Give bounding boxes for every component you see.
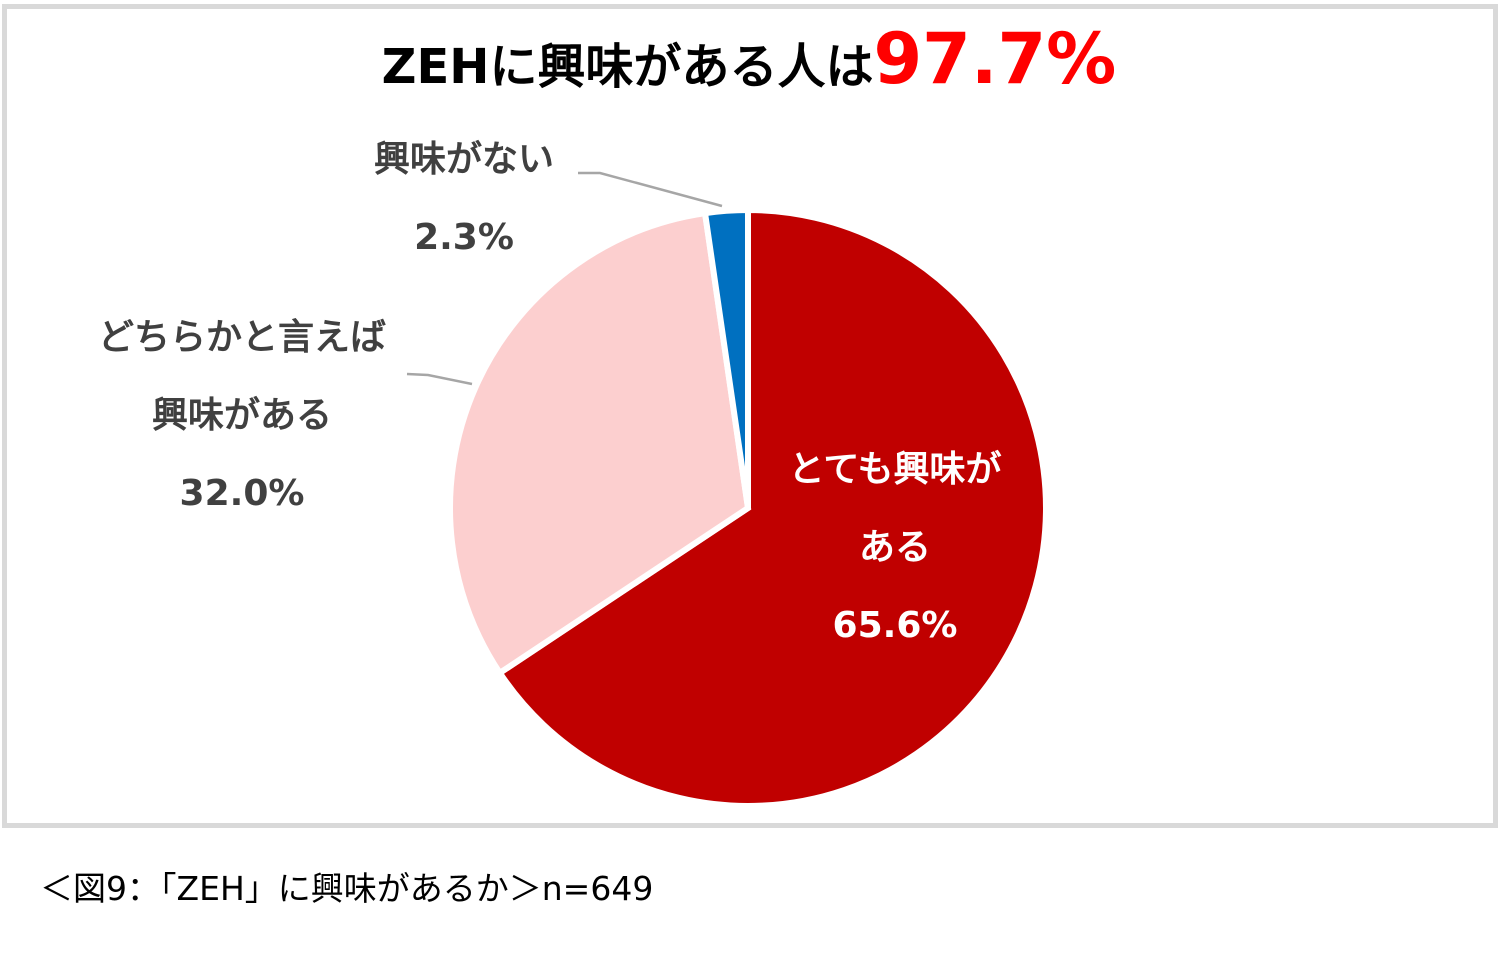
chart-title: ZEHに興味がある人は97.7% bbox=[0, 18, 1498, 100]
slice-name-label-2: 興味がある bbox=[152, 395, 332, 436]
leader-line-3 bbox=[578, 171, 723, 208]
slice-value-label-3: 2.3% bbox=[414, 217, 514, 258]
slice-name-label-1: とても興味が bbox=[788, 449, 1001, 490]
pie-slice-2 bbox=[447, 209, 752, 678]
chart-title-highlight: 97.7% bbox=[873, 18, 1117, 100]
slice-name-label-2: どちらかと言えば bbox=[98, 317, 386, 358]
slice-name-label-1: ある bbox=[859, 527, 931, 568]
pie-slice-3 bbox=[701, 206, 751, 509]
slice-value-label-2: 32.0% bbox=[180, 473, 305, 514]
slice-value-label-1: 65.6% bbox=[833, 605, 958, 646]
leader-line-2 bbox=[406, 372, 473, 386]
slice-name-label-3: 興味がない bbox=[374, 139, 554, 180]
figure-caption: ＜図9：「ZEH」に興味があるか＞n=649 bbox=[40, 869, 654, 908]
chart-title-main: ZEHに興味がある人は bbox=[381, 39, 874, 95]
pie-slice-1 bbox=[495, 206, 1049, 809]
